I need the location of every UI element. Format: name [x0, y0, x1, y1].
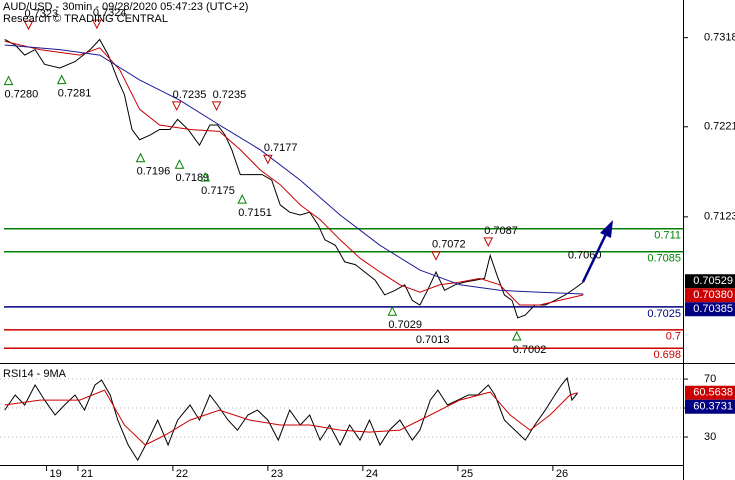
price-tag: [685, 385, 735, 400]
x-tick-label: 23: [271, 468, 283, 480]
low-marker: [3, 75, 14, 86]
low-marker: [387, 306, 398, 316]
price-tag-label: 60.5638: [693, 387, 733, 399]
level-label: 0.7: [666, 331, 681, 343]
price-tag-label: 0.70380: [693, 289, 733, 301]
annotation-label: 0.7175: [201, 185, 235, 197]
level-label: 0.711: [654, 230, 681, 242]
annotation-label: 0.7323: [24, 8, 58, 20]
low-marker: [200, 171, 210, 182]
high-marker: [263, 154, 273, 165]
price-tag-label: 0.70529: [693, 275, 733, 287]
y-tick-label: 0.7123: [704, 211, 735, 223]
rsi-title: RSI14 - 9MA: [3, 368, 67, 380]
x-tick-label: 19: [50, 468, 62, 480]
high-marker: [171, 101, 182, 112]
chart-title: AUD/USD - 30min - 09/28/2020 05:47:23 (U…: [3, 1, 248, 13]
series-line: [4, 44, 584, 295]
x-tick-label: 21: [81, 468, 93, 480]
x-tick-label: 22: [176, 468, 188, 480]
series-line: [4, 389, 578, 446]
y-tick-label: 30: [704, 431, 716, 443]
annotation-label: 0.7002: [513, 344, 547, 356]
price-tag-label: 0.70385: [693, 303, 733, 315]
price-tag: [685, 274, 735, 289]
y-tick-label: 70: [704, 373, 716, 385]
x-tick-label: 25: [461, 468, 473, 480]
y-tick-label: 0.7221: [704, 121, 735, 133]
annotation-label: 0.7189: [176, 172, 210, 184]
high-marker: [92, 19, 102, 30]
price-tag: [685, 288, 735, 303]
forecast-arrow-head: [600, 220, 613, 238]
annotation-label: 0.7029: [388, 319, 422, 331]
high-marker: [431, 251, 441, 261]
y-tick-label: 0.7318: [704, 32, 735, 44]
annotation-label: 0.7324: [93, 7, 127, 19]
forecast-arrow: [581, 233, 608, 283]
level-label: 0.7085: [647, 253, 681, 265]
low-marker: [56, 74, 67, 85]
x-tick-label: 24: [366, 468, 378, 480]
annotation-label: 0.7177: [264, 142, 298, 154]
annotation-label: 0.7013: [416, 334, 450, 346]
low-marker: [511, 330, 522, 341]
plot-layer: 0.7318 0.7221 0.7123 0.711 0.7085 0.7025 0.7 0.…: [0, 7, 735, 480]
price-tag-label: 60.3731: [693, 401, 733, 413]
annotation-label: 0.7072: [432, 239, 466, 251]
annotation-label: 0.7151: [238, 207, 272, 219]
high-marker: [211, 101, 222, 112]
level-label: 0.698: [653, 349, 681, 361]
price-tag: [685, 302, 735, 317]
x-tick-label: 26: [556, 468, 568, 480]
annotation-label: 0.7280: [5, 88, 39, 100]
high-marker: [483, 237, 494, 248]
level-label: 0.7025: [647, 308, 681, 320]
chart-subtitle: Research © TRADING CENTRAL: [3, 13, 168, 25]
annotation-label: 0.7281: [58, 88, 92, 100]
series-line: [4, 40, 584, 306]
low-marker: [135, 152, 146, 163]
low-marker: [174, 159, 185, 169]
annotation-label: 0.7087: [484, 225, 518, 237]
annotation-label: 0.7196: [137, 166, 171, 178]
price-tag: [685, 399, 735, 414]
high-marker: [23, 20, 34, 31]
annotation-label: 0.7235: [213, 89, 247, 101]
low-marker: [237, 193, 248, 204]
annotation-label: 0.7235: [173, 89, 207, 101]
